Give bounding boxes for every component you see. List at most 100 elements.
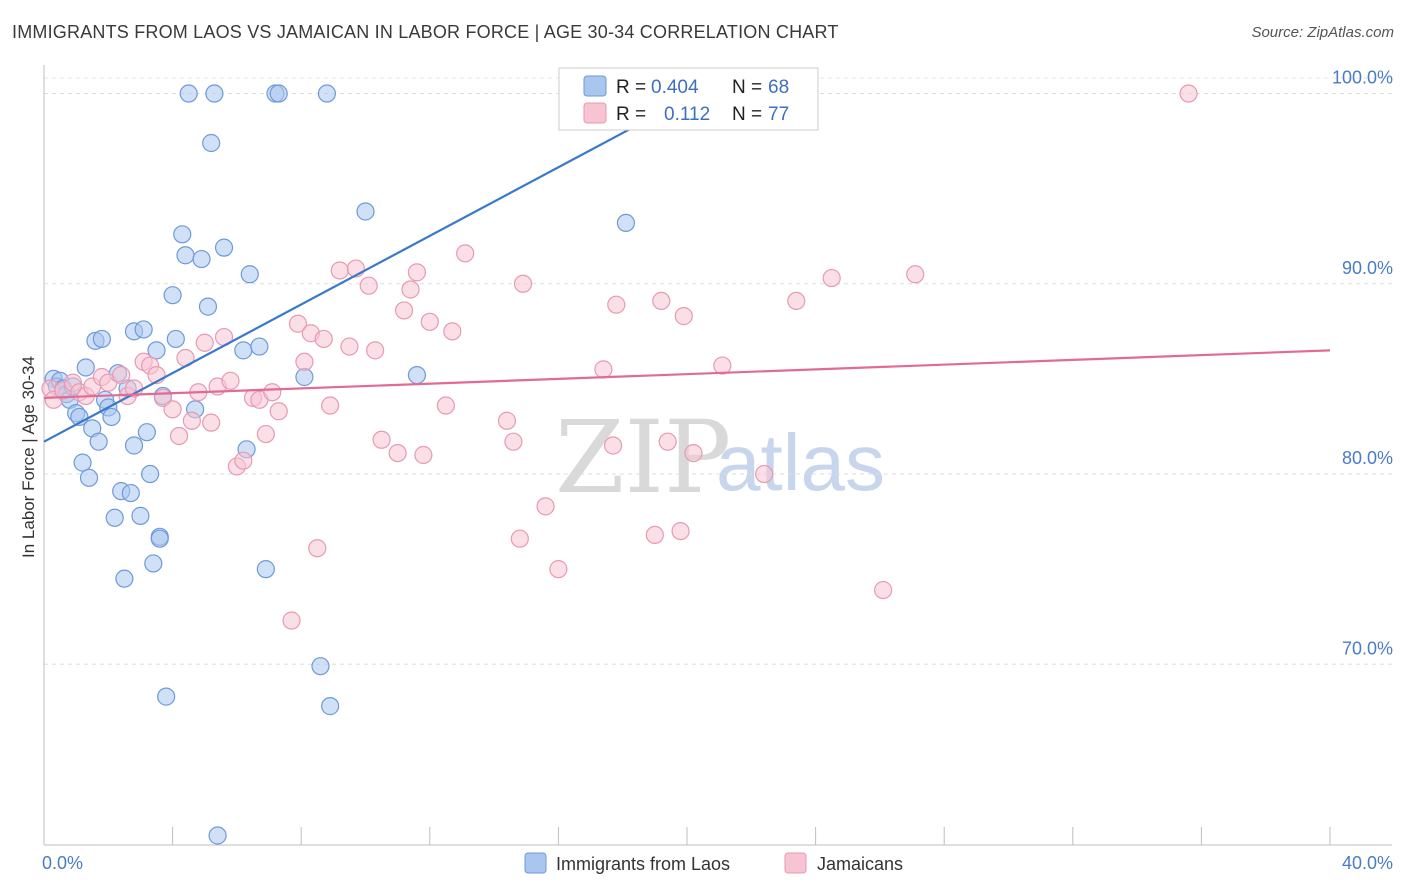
point-jamaicans-62 <box>603 436 623 455</box>
point-jamaicans-44 <box>366 341 385 360</box>
point-laos-37 <box>163 286 182 305</box>
point-jamaicans-40 <box>330 261 349 280</box>
point-jamaicans-73 <box>822 268 841 288</box>
trend-line-jamaicans <box>43 349 1331 400</box>
point-laos-26 <box>124 436 144 455</box>
point-jamaicans-34 <box>288 314 308 333</box>
point-jamaicans-71 <box>755 464 774 484</box>
point-laos-10 <box>76 358 95 377</box>
point-jamaicans-63 <box>607 295 626 314</box>
trend-line-laos <box>43 92 698 443</box>
legend-r-label-jamaicans: R = <box>616 104 646 125</box>
point-jamaicans-59 <box>536 497 555 516</box>
point-jamaicans-45 <box>372 430 391 449</box>
point-jamaicans-48 <box>401 280 420 299</box>
point-jamaicans-31 <box>263 383 282 402</box>
point-jamaicans-27 <box>234 451 253 470</box>
series-legend: Immigrants from Laos Jamaicans <box>524 852 903 874</box>
point-laos-57 <box>311 657 330 676</box>
point-laos-28 <box>134 320 153 339</box>
series-legend-swatch-laos <box>524 852 547 874</box>
point-jamaicans-53 <box>443 322 462 341</box>
point-jamaicans-47 <box>394 301 414 320</box>
legend-n-value-laos: 68 <box>768 77 789 98</box>
point-jamaicans-76 <box>1179 84 1198 103</box>
point-jamaicans-32 <box>269 402 288 421</box>
point-laos-34 <box>150 529 169 548</box>
point-jamaicans-9 <box>112 365 131 385</box>
point-jamaicans-33 <box>282 611 301 630</box>
point-laos-44 <box>198 297 218 316</box>
x-tick-labels: 0.0% 40.0% <box>42 853 1393 873</box>
source-label: Source: ZipAtlas.com <box>1251 24 1394 41</box>
point-jamaicans-41 <box>340 337 359 356</box>
legend-swatch-jamaicans <box>583 102 607 124</box>
series-legend-label-jamaicans: Jamaicans <box>817 854 903 874</box>
point-laos-63 <box>616 213 636 233</box>
point-laos-19 <box>105 508 124 527</box>
point-jamaicans-69 <box>684 443 703 463</box>
point-jamaicans-16 <box>163 400 182 419</box>
point-laos-46 <box>205 84 224 103</box>
point-jamaicans-58 <box>513 274 533 293</box>
point-laos-11 <box>79 468 99 487</box>
point-laos-58 <box>317 84 337 103</box>
point-jamaicans-21 <box>195 333 214 352</box>
point-jamaicans-37 <box>308 539 327 558</box>
point-laos-9 <box>73 453 92 472</box>
point-laos-55 <box>269 84 288 103</box>
point-laos-30 <box>140 464 160 484</box>
point-laos-56 <box>295 367 314 387</box>
point-laos-29 <box>137 423 156 442</box>
point-laos-41 <box>179 84 198 103</box>
point-jamaicans-68 <box>674 307 693 326</box>
point-jamaicans-51 <box>420 312 439 331</box>
point-laos-48 <box>214 238 234 257</box>
point-laos-59 <box>321 697 340 716</box>
point-laos-38 <box>166 329 185 349</box>
point-laos-49 <box>234 341 253 360</box>
point-laos-53 <box>256 560 275 579</box>
correlation-legend: R = 0.404 N = 68 R = 0.112 N = 77 <box>558 67 819 131</box>
point-jamaicans-65 <box>652 291 671 311</box>
legend-n-value-jamaicans: 77 <box>768 104 789 125</box>
series-jamaicans-points <box>41 84 1198 630</box>
point-laos-27 <box>131 506 150 525</box>
point-laos-51 <box>240 265 259 284</box>
point-jamaicans-46 <box>388 443 407 463</box>
point-laos-22 <box>115 569 134 588</box>
point-jamaicans-49 <box>407 263 427 282</box>
point-laos-18 <box>102 407 121 427</box>
y-tick-label-2: 80.0% <box>1342 448 1393 468</box>
point-jamaicans-50 <box>414 445 433 465</box>
point-laos-40 <box>176 246 195 265</box>
point-laos-15 <box>92 329 111 349</box>
point-laos-60 <box>356 202 375 221</box>
legend-r-value-jamaicans: 0.112 <box>664 104 710 125</box>
series-legend-swatch-jamaicans <box>784 852 807 874</box>
point-jamaicans-43 <box>359 276 378 295</box>
point-jamaicans-67 <box>671 521 690 541</box>
chart-title: IMMIGRANTS FROM LAOS VS JAMAICAN IN LABO… <box>12 22 839 42</box>
point-jamaicans-38 <box>314 329 333 349</box>
y-tick-label-3: 70.0% <box>1342 638 1393 658</box>
legend-r-label-laos: R = <box>616 77 646 98</box>
trend-lines <box>43 92 1331 443</box>
point-laos-24 <box>121 483 140 503</box>
point-laos-52 <box>250 337 269 356</box>
point-laos-32 <box>147 341 166 360</box>
point-jamaicans-72 <box>787 291 806 311</box>
point-jamaicans-66 <box>658 432 677 451</box>
watermark-zip: ZIP <box>555 399 731 516</box>
point-laos-36 <box>157 687 176 706</box>
x-tick-label-1: 40.0% <box>1342 853 1393 873</box>
point-jamaicans-57 <box>510 529 529 548</box>
point-laos-39 <box>173 225 192 244</box>
point-jamaicans-74 <box>874 580 893 600</box>
point-jamaicans-70 <box>713 356 732 375</box>
point-laos-14 <box>89 432 108 451</box>
point-jamaicans-54 <box>456 244 475 263</box>
point-laos-31 <box>144 554 163 573</box>
point-jamaicans-60 <box>549 560 568 579</box>
